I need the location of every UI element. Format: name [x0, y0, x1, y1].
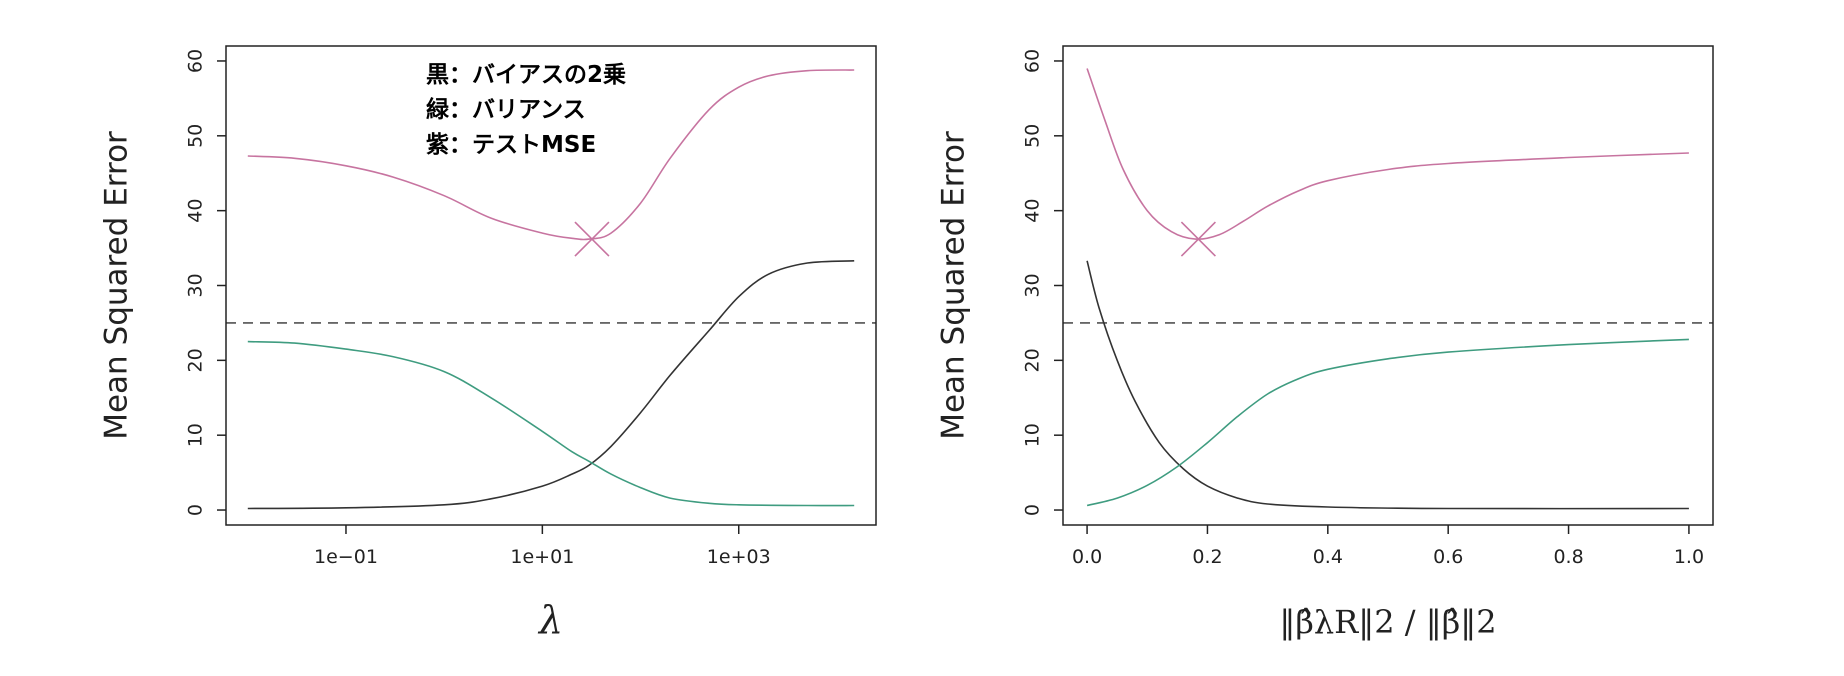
left-y-tick-label: 10 — [185, 423, 207, 447]
left-x-axis: 1e−01 1e+01 1e+03 — [314, 525, 771, 568]
right-panel: 0 10 20 30 40 50 60 0.0 0.2 0.4 0.6 0.8 1.0 Mean Sq… — [936, 45, 1714, 641]
annotation-variance: 緑：バリアンス — [426, 96, 586, 123]
right-x-tick-label: 0.6 — [1433, 546, 1463, 568]
right-y-axis: 0 10 20 30 40 50 60 — [1022, 49, 1063, 516]
right-y-tick-label: 10 — [1022, 423, 1044, 447]
left-min-mse-marker — [574, 221, 610, 257]
left-x-axis-label: λ — [537, 598, 563, 642]
left-y-tick-label: 20 — [185, 348, 207, 372]
left-y-tick-label: 60 — [185, 49, 207, 73]
left-x-tick-label: 1e+01 — [510, 546, 574, 568]
right-x-tick-label: 0.4 — [1313, 546, 1343, 568]
right-y-axis-label: Mean Squared Error — [936, 131, 972, 440]
right-y-tick-label: 50 — [1022, 124, 1044, 148]
left-y-axis: 0 10 20 30 40 50 60 — [185, 49, 226, 516]
right-x-tick-label: 0.2 — [1192, 546, 1222, 568]
left-y-tick-label: 50 — [185, 124, 207, 148]
right-test-mse-curve — [1086, 68, 1689, 240]
right-x-axis: 0.0 0.2 0.4 0.6 0.8 1.0 — [1072, 525, 1704, 568]
left-x-tick-label: 1e+03 — [707, 546, 771, 568]
left-y-tick-label: 0 — [185, 504, 207, 516]
left-y-axis-label: Mean Squared Error — [99, 131, 135, 440]
right-x-tick-label: 1.0 — [1674, 546, 1704, 568]
right-x-tick-label: 0.0 — [1072, 546, 1102, 568]
right-y-tick-label: 60 — [1022, 49, 1044, 73]
left-y-tick-label: 40 — [185, 199, 207, 223]
right-x-axis-label: ‖β̂λR‖2 / ‖β̂‖2 — [1279, 603, 1496, 641]
right-y-tick-label: 20 — [1022, 348, 1044, 372]
right-y-tick-label: 30 — [1022, 273, 1044, 297]
annotation-bias: 黒：バイアスの2乗 — [426, 62, 626, 88]
left-variance-curve — [247, 340, 855, 507]
left-panel: 0 10 20 30 40 50 60 1e−01 1e+01 1e+03 Mean Squar… — [99, 45, 877, 642]
right-x-tick-label: 0.8 — [1553, 546, 1583, 568]
right-y-tick-label: 40 — [1022, 199, 1044, 223]
left-x-tick-label: 1e−01 — [314, 546, 378, 568]
left-plot-frame — [225, 45, 877, 526]
right-variance-curve — [1086, 338, 1689, 507]
left-bias-curve — [247, 260, 855, 510]
right-min-mse-marker — [1180, 221, 1216, 257]
right-y-tick-label: 0 — [1022, 504, 1044, 516]
left-y-tick-label: 30 — [185, 273, 207, 297]
left-series-layer — [226, 69, 876, 510]
right-plot-frame — [1062, 45, 1714, 526]
annotation-test-mse: 紫：テストMSE — [426, 132, 596, 158]
legend-annotation: 黒：バイアスの2乗 緑：バリアンス 紫：テストMSE — [426, 62, 626, 158]
right-bias-curve — [1086, 260, 1689, 510]
left-test-mse-curve — [247, 69, 855, 241]
right-series-layer — [1063, 68, 1713, 510]
